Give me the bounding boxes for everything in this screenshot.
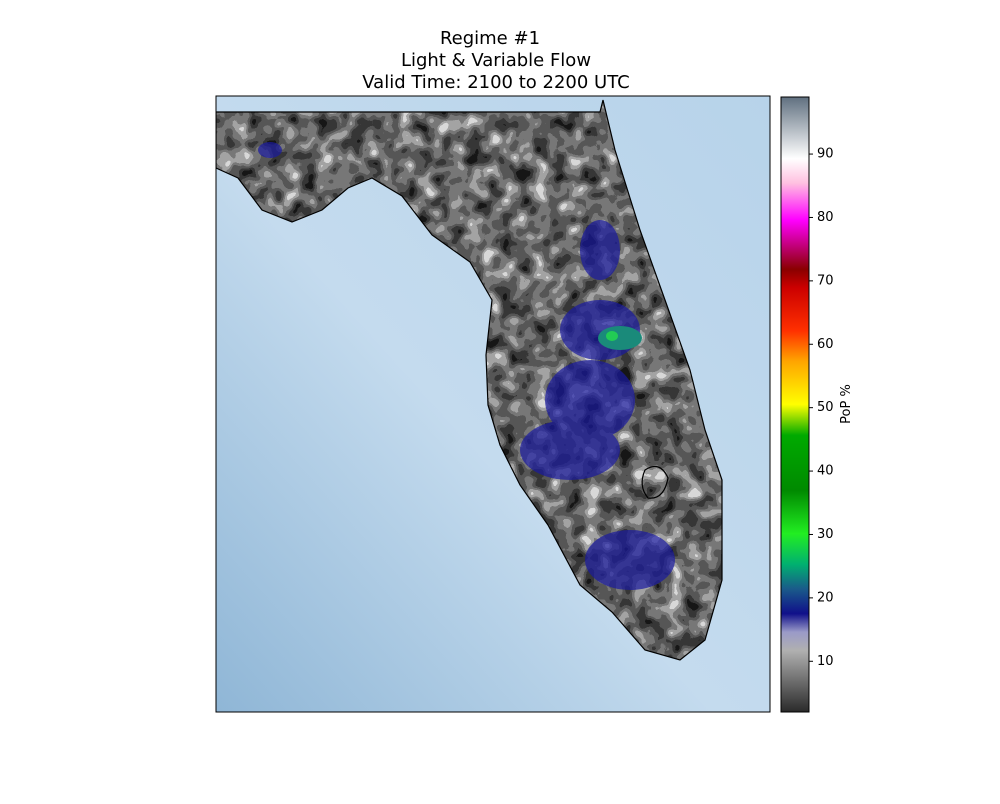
lake (641, 465, 669, 499)
colorbar-tick-label: 40 (817, 464, 834, 479)
colorbar-tick-label: 70 (817, 273, 834, 288)
colorbar-tick-label: 80 (817, 210, 834, 225)
title-line: Regime #1 (440, 28, 540, 49)
colorbar-tick-label: 30 (817, 527, 834, 542)
pop-area (258, 142, 675, 590)
colorbar-tick-label: 90 (817, 147, 834, 162)
title-line: Valid Time: 2100 to 2200 UTC (362, 72, 629, 93)
colorbar-tick-label: 10 (817, 654, 834, 669)
title-line: Light & Variable Flow (401, 50, 591, 71)
map (216, 96, 770, 712)
colorbar-label: PoP % (839, 384, 854, 424)
colorbar-tick-label: 50 (817, 400, 834, 415)
colorbar (780, 96, 810, 713)
map-frame (215, 95, 771, 713)
colorbar-tick-label: 60 (817, 337, 834, 352)
pop-peak (598, 326, 642, 350)
pop-peak (606, 331, 618, 341)
colorbar-ticks: 10 20 30 40 50 60 70 80 90 (809, 147, 834, 669)
colorbar-tick-label: 20 (817, 590, 834, 605)
